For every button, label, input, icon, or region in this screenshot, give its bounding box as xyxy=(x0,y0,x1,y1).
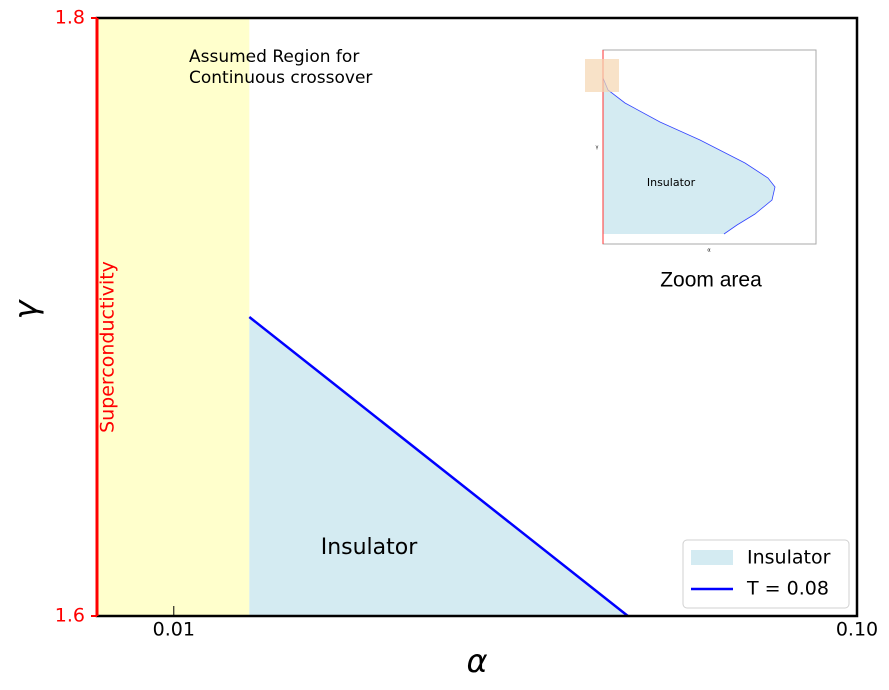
x-axis-label: α xyxy=(466,642,487,680)
y-tick-label: 1.6 xyxy=(55,605,85,627)
y-tick-label: 1.8 xyxy=(55,7,85,29)
inset-label: Insulator xyxy=(647,176,696,189)
inset: Insulator α γ Zoom area xyxy=(585,49,817,292)
x-tick-label: 0.01 xyxy=(153,619,195,641)
line xyxy=(248,316,629,617)
inset-xlabel: α xyxy=(707,248,711,254)
inset-zoom-box xyxy=(585,59,619,92)
legend-swatch xyxy=(691,550,733,565)
legend: Insulator T = 0.08 xyxy=(682,539,850,609)
inset-ylabel: γ xyxy=(596,145,599,151)
band xyxy=(97,18,250,616)
inset-region xyxy=(603,78,775,234)
legend-label: Insulator xyxy=(747,547,831,569)
annotation: Continuous crossover xyxy=(189,68,372,88)
y-axis-label: γ xyxy=(7,298,45,319)
inset-caption: Zoom area xyxy=(660,269,762,292)
left-label: Superconductivity xyxy=(97,261,119,433)
inset-curve xyxy=(602,77,776,235)
legend-label: T = 0.08 xyxy=(746,578,829,600)
region-label: Insulator xyxy=(321,535,419,560)
x-tick-label: 0.10 xyxy=(836,619,878,641)
annotation: Assumed Region for xyxy=(189,47,359,67)
